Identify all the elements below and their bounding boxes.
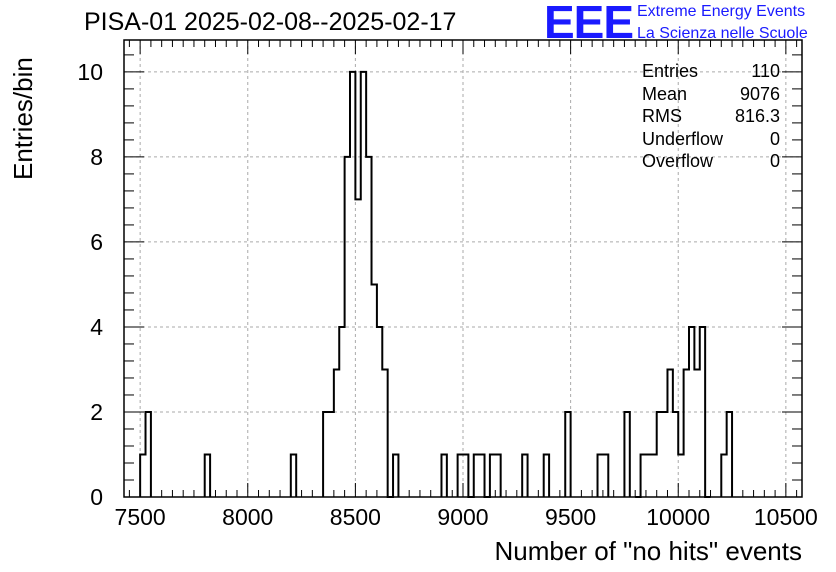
logo-line-1: Extreme Energy Events	[637, 3, 806, 20]
stats-box: Entries 110 Mean 9076 RMS 816.3 Underflo…	[642, 60, 780, 173]
eee-logo: EEE Extreme Energy Events La Scienza nel…	[544, 0, 834, 48]
chart-title: PISA-01 2025-02-08--2025-02-17	[84, 8, 457, 36]
x-tick-label: 7500	[115, 504, 166, 530]
x-tick-label: 8500	[330, 504, 381, 530]
logo-line-2: La Scienza nelle Scuole	[637, 25, 808, 42]
eee-logo-mark: EEE	[544, 0, 634, 48]
stats-value: 0	[769, 151, 780, 171]
x-tick-label: 10000	[646, 504, 710, 530]
x-tick-label: 9500	[545, 504, 596, 530]
y-tick-label: 6	[90, 229, 103, 255]
stats-label: Entries	[642, 61, 699, 81]
stats-label: Overflow	[642, 151, 714, 171]
x-tick-label: 9000	[437, 504, 488, 530]
y-tick-label: 2	[90, 399, 103, 425]
stats-value: 816.3	[734, 106, 780, 126]
stats-row-entries: Entries 110	[642, 60, 780, 83]
histogram-series	[139, 70, 734, 498]
stats-value: 110	[751, 61, 780, 81]
y-tick-label: 0	[90, 484, 103, 510]
y-axis: 0 2 4 6 8 10	[77, 54, 802, 510]
x-axis-label: Number of "no hits" events	[494, 536, 803, 566]
stats-row-overflow: Overflow 0	[642, 150, 780, 173]
histogram-bin	[646, 454, 651, 497]
histogram-outline	[139, 70, 734, 498]
y-tick-label: 10	[77, 59, 103, 85]
histogram-bin	[678, 454, 683, 497]
histogram-bin	[662, 412, 667, 497]
stats-value: 0	[769, 128, 780, 149]
histogram-bin	[355, 199, 360, 497]
y-tick-label: 8	[90, 144, 103, 170]
x-tick-label: 8000	[222, 504, 273, 530]
histogram-bin	[651, 454, 656, 497]
stats-label: Mean	[642, 83, 688, 104]
y-tick-label: 4	[90, 314, 103, 340]
x-axis: 7500 8000 8500 9000 9500 10000 10500	[115, 40, 818, 530]
stats-row-mean: Mean 9076	[642, 83, 780, 106]
stats-label: RMS	[642, 106, 682, 126]
x-tick-label: 10500	[754, 504, 818, 530]
histogram-bin	[694, 369, 699, 497]
stats-value: 9076	[739, 83, 780, 104]
histogram-bin	[328, 412, 333, 497]
stats-row-rms: RMS 816.3	[642, 105, 780, 128]
stats-label: Underflow	[642, 128, 724, 149]
stats-row-underflow: Underflow 0	[642, 128, 780, 151]
y-axis-label: Entries/bin	[8, 57, 38, 180]
